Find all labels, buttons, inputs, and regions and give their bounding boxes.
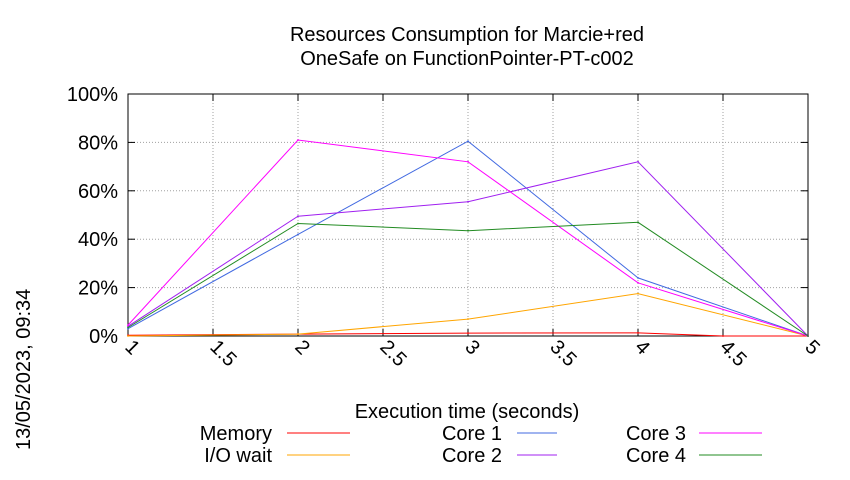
x-tick-label: 3.5 [545,336,580,371]
y-tick-label: 100% [67,84,118,106]
y-tick-label: 80% [78,132,118,154]
x-tick-label: 4.5 [715,336,750,371]
y-tick-label: 60% [78,181,118,203]
data-point-i-o-wait [467,318,469,320]
x-tick-label: 2 [290,336,313,359]
legend-label-core-4: Core 4 [626,445,686,467]
data-point-core-3 [297,139,299,141]
data-point-core-2 [297,215,299,218]
series-lines [127,139,809,337]
legend-label-core-3: Core 3 [626,423,686,445]
data-point-i-o-wait [297,333,299,335]
series-core-4 [127,221,809,337]
data-point-core-1 [467,140,469,143]
y-tick-label: 20% [78,278,118,300]
series-core-1 [127,140,809,337]
y-tick-label: 40% [78,229,118,251]
data-point-core-4 [127,326,129,329]
legend-entry-core-3: Core 3 [626,423,762,445]
data-point-memory [722,335,724,337]
x-tick-label: 4 [630,336,653,359]
data-point-memory [637,331,639,334]
data-point-i-o-wait [127,335,129,337]
x-tick-label: 3 [460,336,483,359]
x-tick-label: 2.5 [375,336,410,371]
data-point-core-4 [467,229,469,232]
data-point-i-o-wait [637,292,639,295]
legend-entry-memory: Memory [200,423,350,445]
data-point-core-4 [807,335,809,337]
data-point-core-4 [637,221,639,224]
legend-label-core-1: Core 1 [442,423,502,445]
chart-title-line-2: OneSafe on FunctionPointer-PT-c002 [300,48,634,70]
x-tick-label: 1 [120,336,143,359]
legend-label-i-o-wait: I/O wait [204,445,272,467]
data-point-memory [467,332,469,334]
data-point-core-3 [467,160,469,163]
grid-lines [128,94,808,336]
x-tick-label: 1.5 [205,336,240,371]
legend-entry-i-o-wait: I/O wait [204,445,350,467]
legend-entry-core-2: Core 2 [442,445,557,467]
timestamp-label: 13/05/2023, 09:34 [13,289,35,450]
legend-entry-core-4: Core 4 [626,445,762,467]
legend-entry-core-1: Core 1 [442,423,557,445]
data-point-core-4 [297,222,299,225]
legend-label-core-2: Core 2 [442,445,502,467]
chart-title-line-1: Resources Consumption for Marcie+red [290,24,644,46]
x-axis-title: Execution time (seconds) [355,401,580,423]
series-core-2 [127,160,809,337]
data-point-core-2 [467,200,469,203]
data-point-core-1 [637,277,639,279]
axis-ticks: 0% 20% 40% 60% 80% 100% 1 1.5 2 2.5 3 3.5 4 4.5 5 [67,84,824,371]
data-point-core-3 [637,281,639,284]
data-point-core-2 [637,160,639,163]
legend-label-memory: Memory [200,423,272,445]
x-tick-label: 5 [800,336,823,359]
data-point-core-1 [297,233,299,236]
y-tick-label: 0% [89,326,118,348]
data-point-core-3 [127,324,129,327]
